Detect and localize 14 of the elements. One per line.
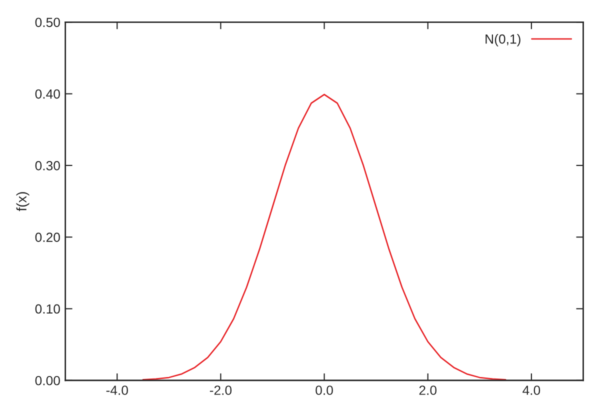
y-tick-label: 0.40 [35, 89, 60, 99]
x-tick-label: -4.0 [106, 386, 128, 395]
y-tick-label: 0.00 [35, 376, 60, 386]
x-tick-label: 2.0 [419, 386, 437, 395]
y-axis-title: f(x) [16, 192, 30, 212]
y-tick-label: 0.20 [35, 232, 60, 242]
x-tick-label: -2.0 [210, 386, 232, 395]
legend-label: N(0,1) [486, 34, 520, 46]
y-tick-label: 0.10 [35, 304, 60, 314]
y-tick-label: 0.30 [35, 161, 60, 170]
y-tick-label: 0.50 [35, 18, 60, 28]
x-tick-label: 0.0 [316, 386, 333, 395]
x-tick-label: 4.0 [522, 386, 540, 395]
line-series [142, 94, 506, 380]
